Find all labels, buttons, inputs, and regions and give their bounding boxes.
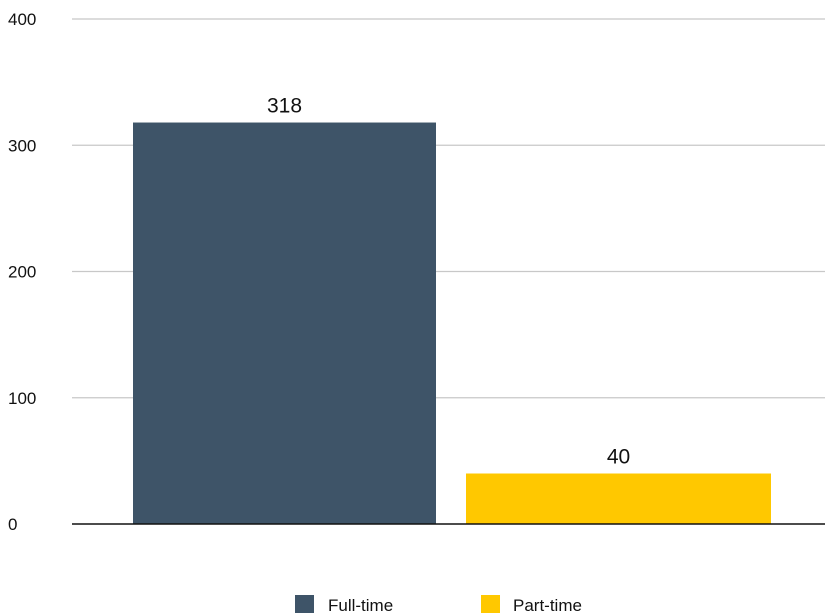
legend-label-part-time: Part-time xyxy=(513,596,582,613)
legend: Full-time Part-time xyxy=(295,595,582,613)
data-label-part-time: 40 xyxy=(607,446,630,469)
data-label-full-time: 318 xyxy=(267,95,302,118)
y-tick-label-100: 100 xyxy=(8,389,36,408)
y-tick-label-0: 0 xyxy=(8,515,17,534)
legend-label-full-time: Full-time xyxy=(328,596,393,613)
y-axis-ticks: 0 100 200 300 400 xyxy=(8,10,36,534)
y-tick-label-400: 400 xyxy=(8,10,36,29)
bar-part-time xyxy=(466,473,771,524)
y-tick-label-300: 300 xyxy=(8,136,36,155)
y-tick-label-200: 200 xyxy=(8,263,36,282)
bars xyxy=(133,122,771,525)
data-labels: 318 40 xyxy=(267,95,630,469)
legend-swatch-part-time xyxy=(481,595,500,613)
bar-full-time xyxy=(133,122,436,525)
legend-swatch-full-time xyxy=(295,595,314,613)
